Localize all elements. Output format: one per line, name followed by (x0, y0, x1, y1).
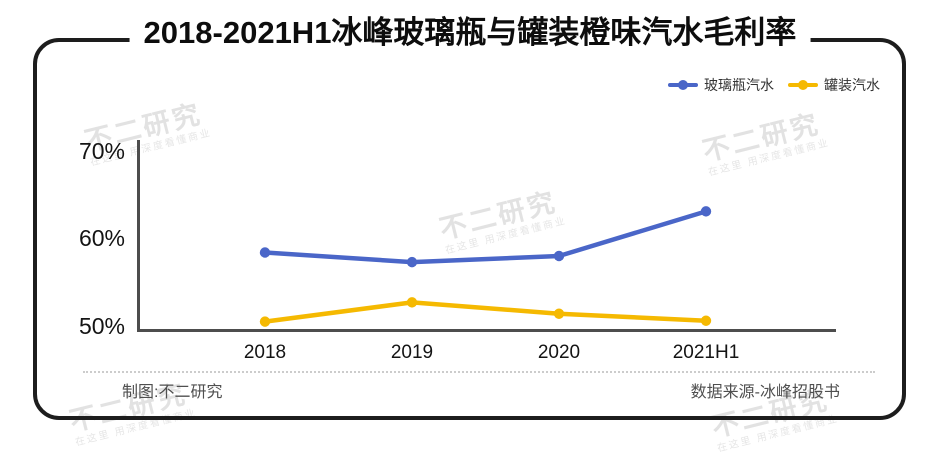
chart-legend: 玻璃瓶汽水 罐装汽水 (668, 76, 880, 94)
x-tick-label-2020: 2020 (537, 342, 581, 363)
watermark-sub-text: 在这里 用深度看懂商业 (444, 215, 568, 257)
watermark-sub-text: 在这里 用深度看懂商业 (74, 407, 198, 449)
series-line-1 (262, 300, 709, 324)
watermark: 不二研究 在这里 用深度看懂商业 (700, 108, 831, 180)
x-axis-line (137, 329, 836, 332)
x-tick-label-2019: 2019 (390, 342, 434, 363)
legend-label: 玻璃瓶汽水 (704, 77, 774, 93)
legend-label: 罐装汽水 (824, 77, 880, 93)
x-tick-label-2021h1: 2021H1 (672, 342, 740, 363)
y-tick-label-70: 70% (78, 138, 125, 164)
footer-data-source: 数据来源-冰峰招股书 (690, 384, 840, 401)
watermark-sub-text: 在这里 用深度看懂商业 (707, 137, 831, 179)
chart-frame-border (33, 38, 906, 420)
data-point (406, 256, 418, 268)
data-point (259, 247, 271, 258)
legend-dot-icon (798, 80, 808, 90)
series-line-0 (262, 209, 709, 265)
y-tick-label-60: 60% (78, 225, 125, 251)
watermark-main-text: 不二研究 (699, 108, 824, 167)
legend-item-canned[interactable]: 罐装汽水 (788, 76, 880, 94)
data-point (553, 308, 565, 319)
data-point (700, 206, 712, 217)
footer-dotted-divider (83, 371, 875, 373)
footer-credit: 制图:不二研究 (122, 384, 223, 401)
data-point (553, 250, 565, 262)
legend-line-marker-yellow (788, 80, 818, 90)
data-point (406, 297, 418, 308)
data-point (259, 316, 271, 327)
data-point (700, 315, 712, 326)
x-tick-label-2018: 2018 (243, 342, 287, 363)
page-title: 2018-2021H1冰峰玻璃瓶与罐装橙味汽水毛利率 (129, 13, 811, 53)
legend-item-glass-bottle[interactable]: 玻璃瓶汽水 (668, 76, 774, 94)
watermark-sub-text: 在这里 用深度看懂商业 (716, 413, 840, 455)
legend-line-marker-blue (668, 80, 698, 90)
y-tick-label-50: 50% (78, 313, 125, 339)
watermark: 不二研究 在这里 用深度看懂商业 (437, 186, 568, 258)
legend-dot-icon (678, 80, 688, 90)
y-axis-line (137, 140, 140, 332)
watermark-main-text: 不二研究 (436, 186, 561, 245)
